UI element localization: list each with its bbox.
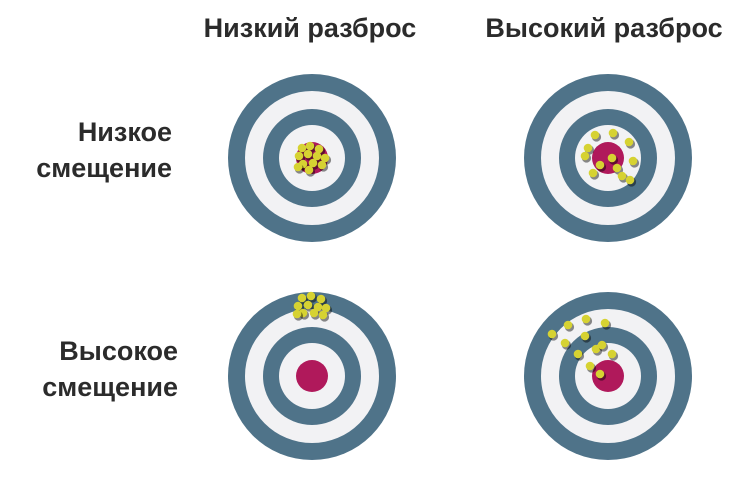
hit-marker [294, 151, 304, 161]
hit-marker [597, 340, 607, 350]
hit-marker [297, 293, 307, 303]
hit-marker [312, 151, 322, 161]
hit-marker [304, 165, 314, 175]
hit-marker [590, 130, 600, 140]
target-low-bias-low-variance [228, 74, 396, 242]
hit-marker [305, 141, 315, 151]
hit-marker [624, 137, 634, 147]
hit-marker [583, 143, 593, 153]
hit-marker [581, 314, 591, 324]
bullseye [296, 360, 328, 392]
target-high-bias-low-variance [228, 291, 396, 460]
column-header-high-variance: Высокий разброс [485, 13, 723, 43]
hit-marker [317, 160, 327, 170]
hit-marker [595, 160, 605, 170]
hit-marker [308, 158, 318, 168]
hit-marker [547, 329, 557, 339]
hit-marker [560, 338, 570, 348]
hit-marker [321, 303, 331, 313]
hit-marker [303, 149, 313, 159]
hit-marker [293, 162, 303, 172]
hit-marker [563, 320, 573, 330]
row-label-high-bias-line1: Высокое [59, 336, 178, 366]
hit-marker [607, 153, 617, 163]
hit-marker [612, 163, 622, 173]
hit-marker [600, 318, 610, 328]
hit-marker [318, 310, 328, 320]
hit-marker [316, 294, 326, 304]
hit-marker [314, 144, 324, 154]
hit-marker [292, 309, 302, 319]
row-label-low-bias: Низкое смещение [0, 114, 172, 186]
hit-marker [617, 171, 627, 181]
target-high-bias-high-variance [524, 292, 692, 460]
hit-marker [320, 153, 330, 163]
target-low-bias-high-variance [524, 74, 692, 242]
column-header-low-variance: Низкий разброс [203, 13, 417, 43]
hit-marker [607, 349, 617, 359]
hit-marker [580, 151, 590, 161]
hit-marker [306, 291, 316, 301]
hit-marker [595, 369, 605, 379]
hit-marker [625, 175, 635, 185]
hit-marker [293, 301, 303, 311]
hit-marker [585, 361, 595, 371]
row-label-high-bias-line2: смещение [42, 372, 178, 402]
row-label-low-bias-line1: Низкое [77, 117, 172, 147]
hit-marker [628, 156, 638, 166]
hit-marker [588, 168, 598, 178]
hit-marker [309, 308, 319, 318]
row-label-low-bias-line2: смещение [36, 153, 172, 183]
bullseye [592, 360, 624, 392]
row-label-high-bias: Высокое смещение [0, 333, 178, 405]
hit-marker [608, 128, 618, 138]
hit-marker [303, 300, 313, 310]
hit-marker [573, 349, 583, 359]
hit-marker [580, 331, 590, 341]
hit-marker [297, 143, 307, 153]
